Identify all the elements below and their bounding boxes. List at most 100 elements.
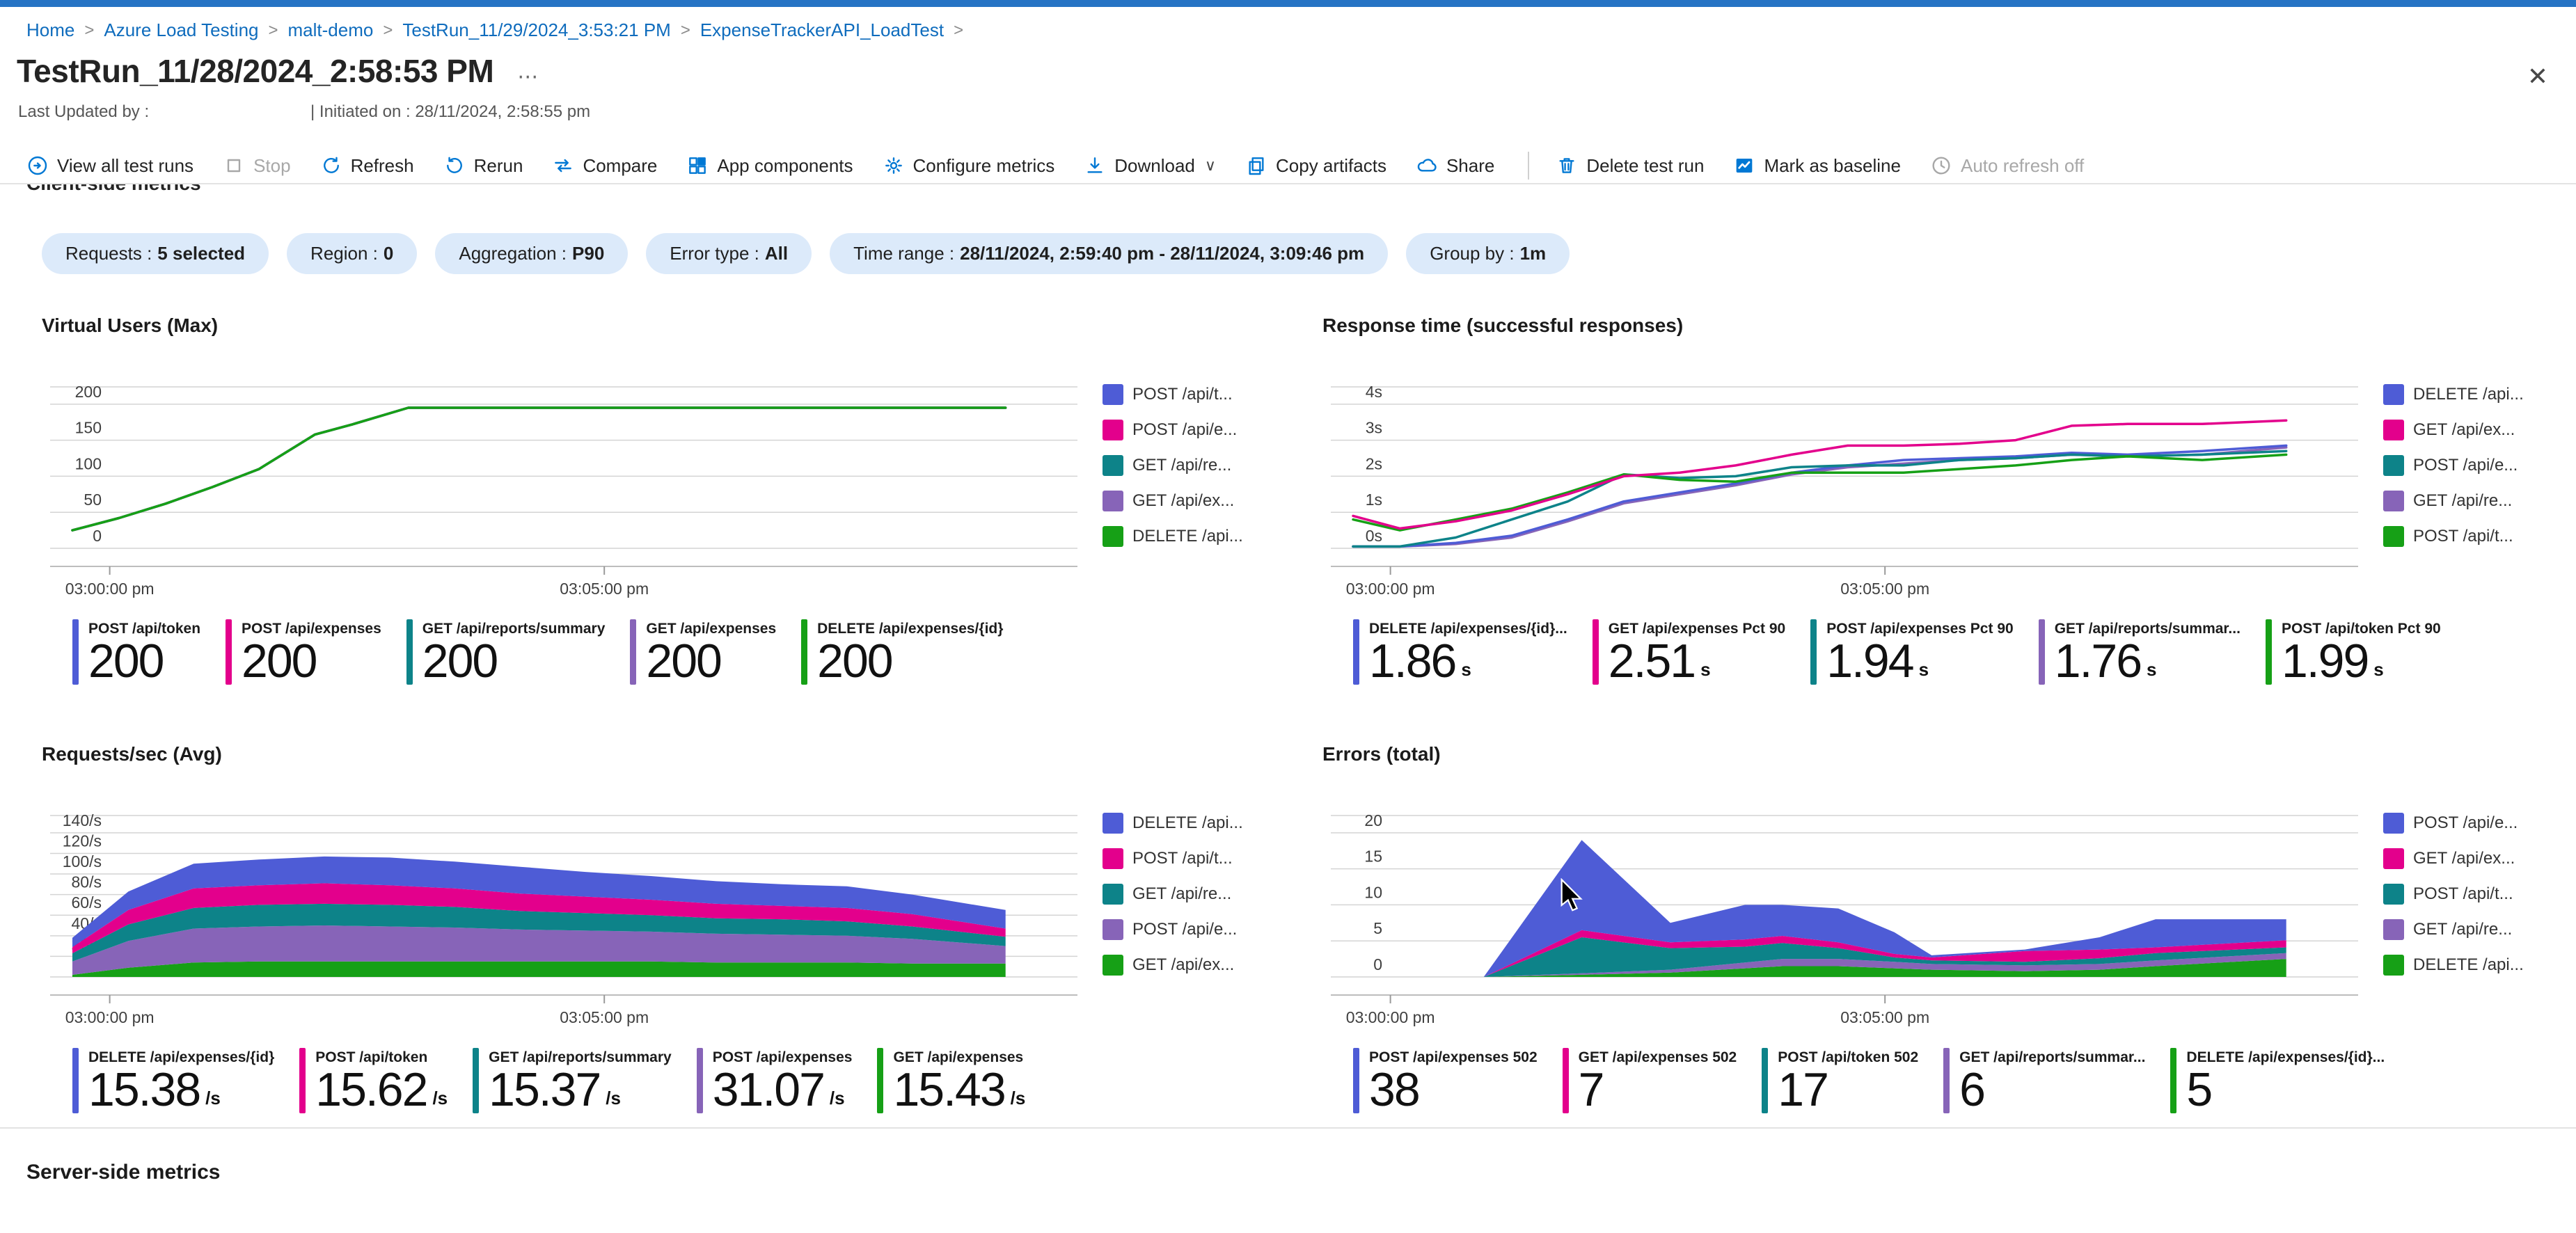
- breadcrumb-link[interactable]: Azure Load Testing: [104, 19, 259, 40]
- toolbar-button-mark-as-baseline[interactable]: Mark as baseline: [1733, 154, 1901, 177]
- filter-pill-aggregation[interactable]: Aggregation : P90: [435, 233, 629, 274]
- breadcrumb-link[interactable]: Home: [26, 19, 75, 40]
- metric-card: POST /api/token 15.62/s: [299, 1048, 448, 1113]
- breadcrumb-link[interactable]: TestRun_11/29/2024_3:53:21 PM: [402, 19, 671, 40]
- filter-pill-label: Aggregation :: [459, 243, 567, 264]
- metric-label: GET /api/reports/summar...: [1959, 1049, 2146, 1065]
- metric-value: 2.51: [1608, 635, 1696, 687]
- breadcrumb-link[interactable]: ExpenseTrackerAPI_LoadTest: [700, 19, 945, 40]
- metric-label: GET /api/reports/summar...: [2054, 621, 2241, 637]
- close-icon[interactable]: ✕: [2527, 62, 2548, 90]
- filter-pill-group-by[interactable]: Group by : 1m: [1406, 233, 1570, 274]
- toolbar-button-stop[interactable]: Stop: [223, 154, 291, 177]
- legend-item[interactable]: POST /api/e...: [1103, 420, 1266, 440]
- breadcrumb-chevron-icon: >: [680, 20, 690, 40]
- legend-item[interactable]: GET /api/re...: [1103, 884, 1266, 905]
- filter-pill-label: Requests :: [65, 243, 152, 264]
- chart-row: 0s 1s 2s 3s 4s 03:00:00 pm 03:05:00 pm DELETE /…: [1322, 373, 2576, 604]
- legend-swatch-icon: [2383, 813, 2404, 834]
- metric-label: DELETE /api/expenses/{id}: [88, 1049, 275, 1065]
- chart-requests-per-sec: Requests/sec (Avg)0/s20/s40/s60/s80/s100…: [0, 743, 1288, 1113]
- metric-card: POST /api/expenses 200: [226, 619, 381, 685]
- metric-card: DELETE /api/expenses/{id}... 5: [2170, 1048, 2385, 1113]
- legend-item[interactable]: POST /api/t...: [2383, 526, 2547, 547]
- metric-color-bar: [1562, 1048, 1569, 1113]
- svg-text:150: 150: [75, 419, 102, 437]
- svg-text:03:00:00 pm: 03:00:00 pm: [1346, 580, 1435, 598]
- toolbar-button-refresh[interactable]: Refresh: [320, 154, 414, 177]
- legend-item[interactable]: GET /api/ex...: [1103, 491, 1266, 511]
- toolbar-button-label: Configure metrics: [912, 154, 1055, 176]
- filter-pill-requests[interactable]: Requests : 5 selected: [42, 233, 269, 274]
- legend-item[interactable]: DELETE /api...: [2383, 955, 2547, 976]
- more-options-button[interactable]: ⋯: [517, 65, 541, 88]
- toolbar-button-download[interactable]: Download ∨: [1084, 154, 1216, 177]
- filter-pill-label: Region :: [310, 243, 378, 264]
- metric-unit: /s: [1010, 1088, 1026, 1108]
- refresh-icon: [323, 157, 339, 173]
- legend-item[interactable]: POST /api/e...: [2383, 455, 2547, 476]
- filter-pill-region[interactable]: Region : 0: [287, 233, 418, 274]
- legend-item[interactable]: POST /api/t...: [1103, 384, 1266, 405]
- legend-item[interactable]: GET /api/ex...: [1103, 955, 1266, 976]
- toolbar-button-copy-artifacts[interactable]: Copy artifacts: [1245, 154, 1386, 177]
- legend-swatch-icon: [2383, 919, 2404, 940]
- legend-swatch-icon: [2383, 455, 2404, 476]
- copy-icon: [1249, 157, 1264, 175]
- metric-color-bar: [1353, 1048, 1359, 1113]
- toolbar-button-label: App components: [717, 154, 853, 176]
- toolbar-button-delete-test-run[interactable]: Delete test run: [1556, 154, 1704, 177]
- metric-color-bar: [406, 619, 413, 685]
- filter-pill-error-type[interactable]: Error type : All: [646, 233, 812, 274]
- legend-item[interactable]: POST /api/t...: [2383, 884, 2547, 905]
- metric-value: 15.43: [893, 1063, 1006, 1116]
- metric-cards-row: POST /api/expenses 502 38 GET /api/expense…: [1353, 1048, 2576, 1113]
- legend-item[interactable]: POST /api/t...: [1103, 848, 1266, 869]
- baseline-icon: [1737, 159, 1753, 173]
- legend-item[interactable]: GET /api/ex...: [2383, 848, 2547, 869]
- legend-label: GET /api/re...: [2413, 920, 2513, 939]
- metric-value: 1.76: [2054, 635, 2142, 687]
- legend-item[interactable]: DELETE /api...: [1103, 813, 1266, 834]
- chart-plot[interactable]: 0s 1s 2s 3s 4s 03:00:00 pm 03:05:00 pm: [1322, 373, 2366, 604]
- chart-plot[interactable]: 0 50 100 150 200 03:00:00 pm 03:05:00 pm: [42, 373, 1086, 604]
- legend-item[interactable]: POST /api/e...: [2383, 813, 2547, 834]
- toolbar-button-rerun[interactable]: Rerun: [443, 154, 523, 177]
- toolbar-button-compare[interactable]: Compare: [552, 154, 657, 177]
- legend-item[interactable]: GET /api/re...: [1103, 455, 1266, 476]
- toolbar-button-app-components[interactable]: App components: [686, 154, 853, 177]
- rerun-icon: [446, 157, 462, 173]
- legend-swatch-icon: [2383, 384, 2404, 405]
- clock-icon: [1932, 157, 1950, 175]
- legend-item[interactable]: DELETE /api...: [2383, 384, 2547, 405]
- metric-card: POST /api/token Pct 90 1.99 s: [2265, 619, 2441, 685]
- chart-errors: Errors (total) 0 5 10 15 20 03:00:00 pm 03:05:0…: [1288, 743, 2576, 1113]
- legend-label: POST /api/t...: [2413, 527, 2513, 546]
- breadcrumb-link[interactable]: malt-demo: [287, 19, 374, 40]
- toolbar-button-share[interactable]: Share: [1416, 154, 1494, 177]
- legend-item[interactable]: GET /api/ex...: [2383, 420, 2547, 440]
- svg-text:0: 0: [1373, 955, 1382, 973]
- toolbar-button-view-all-test-runs[interactable]: View all test runs: [26, 154, 193, 177]
- legend-item[interactable]: GET /api/re...: [2383, 491, 2547, 511]
- filter-pill-time-range[interactable]: Time range : 28/11/2024, 2:59:40 pm - 28…: [830, 233, 1389, 274]
- legend-item[interactable]: POST /api/e...: [1103, 919, 1266, 940]
- metric-color-bar: [801, 619, 808, 685]
- chart-plot[interactable]: 0 5 10 15 20 03:00:00 pm 03:05:00 pm: [1322, 802, 2366, 1033]
- legend-item[interactable]: DELETE /api...: [1103, 526, 1266, 547]
- legend-label: DELETE /api...: [2413, 385, 2524, 404]
- toolbar-button-auto-refresh-off[interactable]: Auto refresh off: [1930, 154, 2084, 177]
- filter-pill-value: P90: [572, 243, 605, 264]
- metric-value: 200: [646, 635, 722, 687]
- legend-label: GET /api/re...: [1132, 884, 1232, 903]
- toolbar-button-configure-metrics[interactable]: Configure metrics: [883, 154, 1055, 177]
- filter-pill-value: 1m: [1519, 243, 1547, 264]
- metric-cards-row: DELETE /api/expenses/{id} 15.38/s POST /ap…: [72, 1048, 1288, 1113]
- chart-plot[interactable]: 0/s20/s40/s60/s80/s100/s120/s140/s03:00:…: [42, 802, 1086, 1033]
- metric-unit: /s: [606, 1088, 621, 1108]
- metric-color-bar: [473, 1048, 480, 1113]
- legend-item[interactable]: GET /api/re...: [2383, 919, 2547, 940]
- svg-text:2s: 2s: [1366, 454, 1382, 472]
- metric-value: 15.38: [88, 1063, 201, 1116]
- toolbar: View all test runs Stop Refresh Rerun Compar…: [0, 130, 2576, 184]
